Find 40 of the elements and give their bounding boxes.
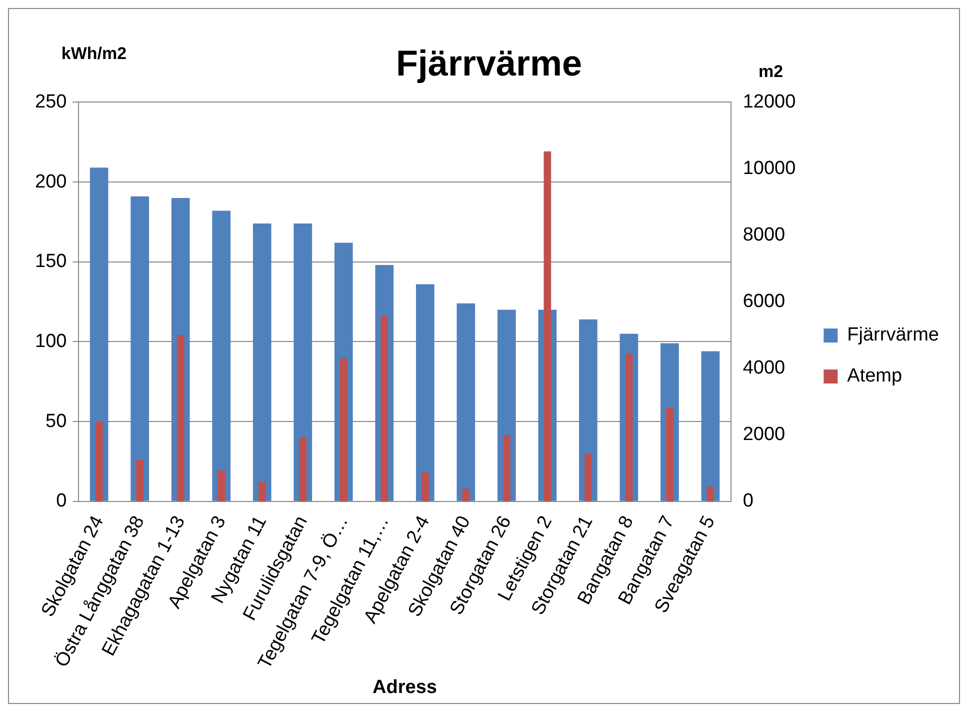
chart-title: Fjärrvärme — [396, 42, 582, 84]
bar — [416, 284, 434, 501]
y2-tick-label: 10000 — [742, 158, 796, 179]
y2-tick-label: 4000 — [742, 358, 786, 379]
bar — [299, 437, 307, 502]
bar — [294, 224, 312, 501]
bar — [502, 435, 510, 502]
bar — [90, 168, 108, 501]
bar — [456, 303, 476, 501]
y2-tick-label: 12000 — [742, 91, 796, 112]
bar — [340, 358, 348, 502]
y-tick-label: 200 — [35, 171, 67, 192]
y-tick-label: 0 — [56, 490, 67, 512]
bar — [462, 488, 470, 502]
y2-tick-label: 6000 — [742, 291, 786, 312]
y-axis-title: kWh/m2 — [61, 44, 127, 63]
bar — [130, 196, 150, 501]
bar — [212, 210, 231, 501]
legend-label: Fjärrvärme — [847, 324, 940, 346]
y-tick-label: 250 — [35, 91, 67, 112]
bar — [421, 472, 429, 502]
bar — [706, 486, 714, 502]
bar — [258, 482, 266, 502]
bar — [252, 224, 272, 501]
bar — [584, 453, 592, 502]
y2-axis-title: m2 — [758, 62, 784, 81]
bar — [136, 460, 144, 502]
x-axis-title: Adress — [372, 676, 437, 698]
y-tick-label: 150 — [35, 251, 67, 272]
y2-tick-label: 8000 — [742, 224, 786, 246]
legend-label: Atemp — [847, 366, 902, 387]
bar — [218, 470, 226, 502]
y-tick-label: 50 — [46, 410, 67, 432]
y2-tick-label: 0 — [742, 490, 754, 512]
y2-tick-label: 2000 — [742, 424, 786, 446]
bar — [701, 351, 720, 501]
bar — [666, 408, 674, 502]
bar — [95, 422, 103, 502]
bar — [176, 335, 184, 502]
y-tick-label: 100 — [35, 330, 67, 352]
